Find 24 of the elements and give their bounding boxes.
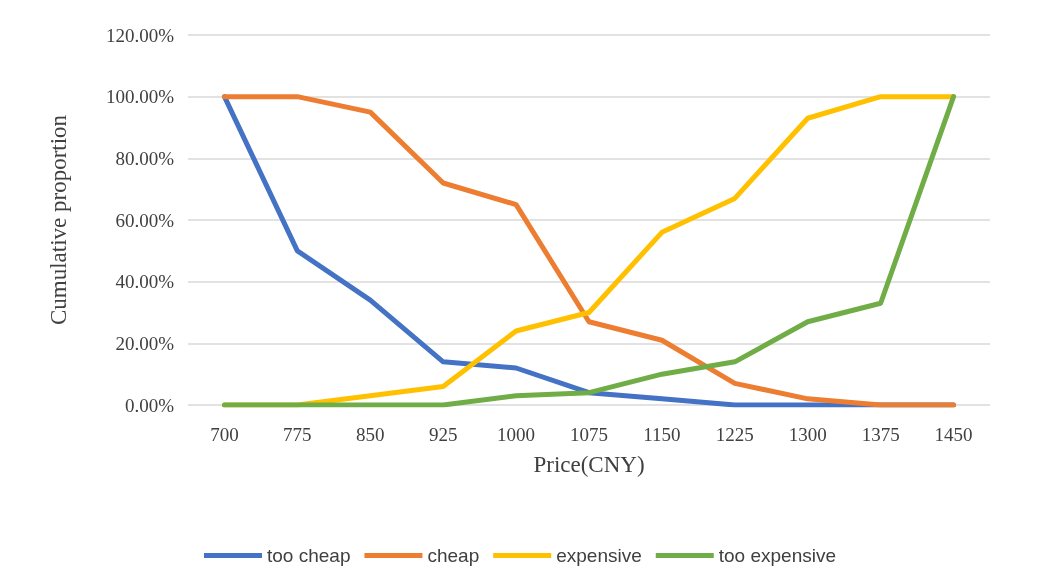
y-tick-label: 40.00% — [115, 271, 175, 293]
x-axis-title: Price(CNY) — [533, 452, 645, 477]
legend-label: too cheap — [266, 545, 351, 566]
x-tick-label: 850 — [356, 424, 385, 445]
x-tick-label: 775 — [283, 424, 312, 445]
x-tick-label: 1375 — [861, 424, 900, 445]
y-tick-label: 60.00% — [115, 209, 175, 231]
x-tick-label: 1225 — [715, 424, 754, 445]
y-tick-label: 100.00% — [105, 86, 175, 108]
x-tick-label: 1300 — [788, 424, 827, 445]
x-tick-label: 925 — [428, 424, 458, 445]
y-tick-label: 120.00% — [105, 24, 175, 46]
y-tick-label: 20.00% — [115, 332, 175, 354]
x-tick-label: 700 — [210, 424, 239, 445]
x-tick-label: 1000 — [497, 424, 536, 445]
x-tick-label: 1150 — [643, 424, 681, 445]
x-tick-label: 1075 — [570, 424, 608, 445]
y-tick-label: 80.00% — [115, 147, 175, 169]
legend-label: cheap — [427, 545, 480, 566]
x-tick-label: 1450 — [934, 424, 973, 445]
y-axis-title: Cumulative proportion — [46, 114, 71, 326]
legend-label: too expensive — [718, 545, 837, 566]
y-tick-label: 0.00% — [124, 394, 175, 416]
legend-label: expensive — [556, 545, 642, 566]
